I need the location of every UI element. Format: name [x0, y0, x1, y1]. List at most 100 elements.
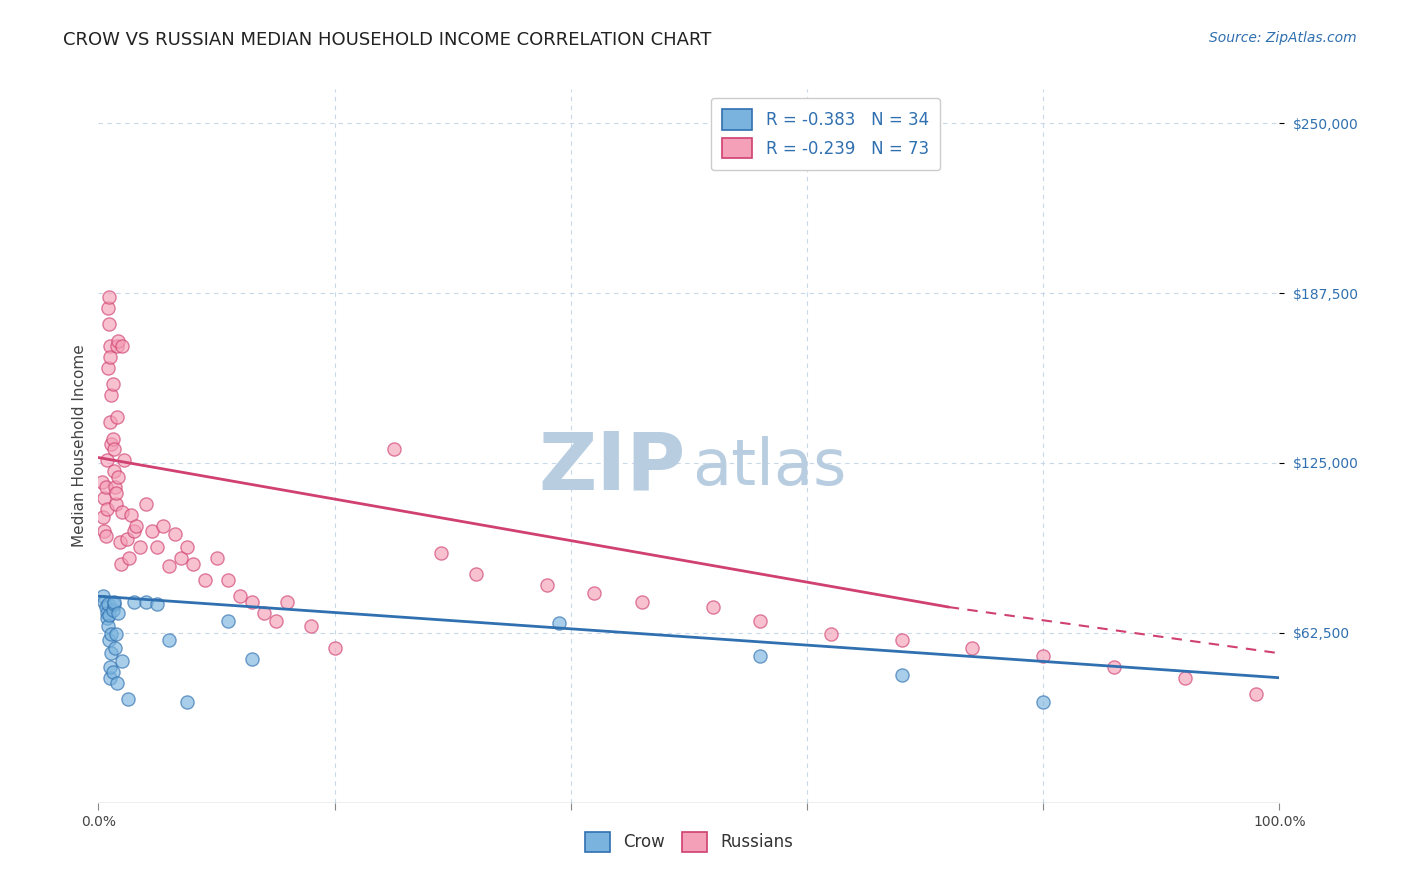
Point [181, 557, 204, 571]
Point [97, 301, 120, 315]
Point [176, 541, 198, 555]
Text: Source: ZipAtlas.com: Source: ZipAtlas.com [1209, 31, 1357, 45]
Y-axis label: Median Household Income: Median Household Income [72, 344, 87, 548]
Point [96, 502, 118, 516]
Point [112, 453, 135, 467]
Point [229, 589, 252, 603]
Point [240, 594, 263, 608]
Point [748, 614, 770, 628]
Legend: Crow, Russians: Crow, Russians [578, 825, 800, 859]
Point [253, 606, 276, 620]
Point [104, 640, 127, 655]
Point [323, 640, 346, 655]
Point [104, 480, 127, 494]
Point [91, 510, 114, 524]
Point [583, 586, 606, 600]
Point [105, 497, 128, 511]
Point [122, 524, 145, 538]
Point [1032, 695, 1054, 709]
Point [94, 600, 117, 615]
Point [217, 614, 239, 628]
Point [108, 534, 131, 549]
Point [96, 606, 118, 620]
Point [111, 339, 134, 353]
Point [103, 464, 125, 478]
Point [93, 491, 115, 506]
Point [100, 627, 122, 641]
Point [107, 469, 129, 483]
Point [111, 505, 134, 519]
Point [276, 594, 298, 608]
Point [105, 409, 128, 424]
Point [217, 573, 239, 587]
Point [240, 651, 263, 665]
Point [962, 640, 984, 655]
Point [115, 532, 138, 546]
Point [135, 594, 157, 608]
Point [91, 589, 114, 603]
Point [97, 360, 120, 375]
Point [1174, 671, 1197, 685]
Point [165, 526, 187, 541]
Point [105, 486, 128, 500]
Point [170, 551, 193, 566]
Point [103, 594, 125, 608]
Point [890, 668, 912, 682]
Point [630, 594, 652, 608]
Point [100, 437, 122, 451]
Point [105, 339, 128, 353]
Point [890, 632, 912, 647]
Point [702, 600, 724, 615]
Point [96, 453, 118, 467]
Point [105, 676, 128, 690]
Point [98, 290, 121, 304]
Point [98, 632, 121, 647]
Point [1032, 648, 1054, 663]
Point [122, 594, 145, 608]
Point [103, 442, 125, 457]
Point [110, 557, 132, 571]
Point [98, 350, 121, 364]
Point [98, 660, 121, 674]
Point [97, 619, 120, 633]
Point [98, 415, 121, 429]
Point [111, 655, 134, 669]
Point [299, 619, 322, 633]
Point [93, 524, 115, 538]
Point [536, 578, 558, 592]
Point [100, 388, 122, 402]
Point [748, 648, 770, 663]
Point [152, 518, 174, 533]
Point [98, 339, 121, 353]
Point [128, 541, 150, 555]
Point [146, 541, 169, 555]
Point [105, 627, 128, 641]
Text: ZIP: ZIP [538, 428, 685, 507]
Point [98, 318, 121, 332]
Point [101, 432, 124, 446]
Point [93, 594, 115, 608]
Point [125, 518, 148, 533]
Point [117, 692, 139, 706]
Point [382, 442, 405, 457]
Point [103, 598, 125, 612]
Point [264, 614, 287, 628]
Point [820, 627, 842, 641]
Text: CROW VS RUSSIAN MEDIAN HOUSEHOLD INCOME CORRELATION CHART: CROW VS RUSSIAN MEDIAN HOUSEHOLD INCOME … [63, 31, 711, 49]
Point [101, 377, 124, 392]
Point [121, 508, 143, 522]
Point [91, 475, 114, 489]
Point [101, 665, 124, 680]
Point [135, 497, 157, 511]
Point [100, 646, 122, 660]
Point [96, 611, 118, 625]
Point [107, 606, 129, 620]
Point [157, 559, 180, 574]
Point [194, 573, 217, 587]
Text: atlas: atlas [693, 436, 846, 499]
Point [1102, 660, 1125, 674]
Point [141, 524, 163, 538]
Point [157, 632, 180, 647]
Point [205, 551, 228, 566]
Point [118, 551, 141, 566]
